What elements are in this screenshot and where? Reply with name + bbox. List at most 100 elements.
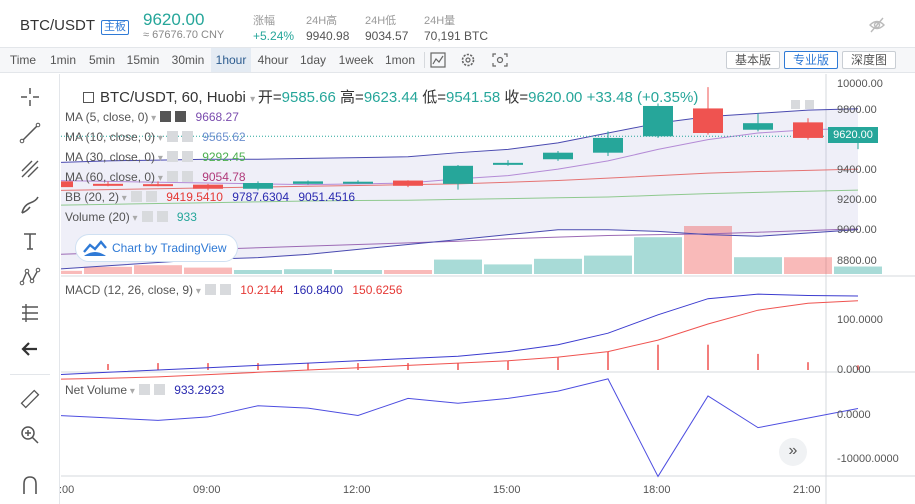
study-remove-icon[interactable] <box>219 284 231 295</box>
price-cny: ≈ 67676.70 CNY <box>143 29 225 41</box>
study-settings-icon[interactable] <box>204 284 216 295</box>
ruler-icon[interactable] <box>18 387 42 411</box>
study-remove-icon[interactable] <box>181 151 193 162</box>
study-legend-netvol[interactable]: Net Volume ▾ 933.2923 <box>65 383 224 397</box>
basic-view-button[interactable]: 基本版 <box>726 51 780 69</box>
price-tick-label: 9800.00 <box>837 104 877 116</box>
study-name[interactable]: Volume (20) <box>65 210 130 224</box>
study-name[interactable]: Net Volume <box>65 383 128 397</box>
volume-bar <box>84 266 132 274</box>
study-settings-icon[interactable] <box>138 384 150 395</box>
study-remove-icon[interactable] <box>156 211 168 222</box>
chart-canvas[interactable] <box>61 74 915 504</box>
study-name[interactable]: MACD (12, 26, close, 9) <box>65 283 194 297</box>
interval-1day[interactable]: 1day <box>299 53 327 67</box>
candle-body <box>693 108 723 134</box>
study-settings-icon[interactable] <box>166 171 178 182</box>
board-badge: 主板 <box>101 20 129 35</box>
back-arrow-icon[interactable] <box>18 337 42 361</box>
close-label: 收= <box>504 89 529 106</box>
time-tick-label: 15:00 <box>493 484 521 496</box>
study-value: 9668.27 <box>195 110 239 124</box>
interval-4hour[interactable]: 4hour <box>257 53 289 67</box>
interval-1min[interactable]: 1min <box>49 53 76 67</box>
chevron-down-icon[interactable]: ▾ <box>155 173 163 184</box>
hide-eye-icon[interactable] <box>868 16 886 34</box>
chevron-down-icon[interactable]: ▾ <box>148 113 157 124</box>
scroll-to-latest-button[interactable]: » <box>779 438 807 466</box>
study-name[interactable]: BB (20, 2) <box>65 190 120 204</box>
measure-tool-icon[interactable] <box>18 301 42 325</box>
tradingview-badge[interactable]: Chart by TradingView <box>75 234 238 262</box>
collapse-icon[interactable] <box>83 92 94 103</box>
study-name[interactable]: MA (30, close, 0) <box>65 150 156 164</box>
time-tick-label: 09:00 <box>193 484 221 496</box>
pair-name[interactable]: BTC/USDT <box>20 17 95 34</box>
study-legend-1[interactable]: MA (10, close, 0) ▾ 9565.62 <box>65 130 246 144</box>
study-settings-icon[interactable] <box>166 151 178 162</box>
stat-change-label: 涨幅 <box>253 15 275 27</box>
interval-1week[interactable]: 1week <box>338 53 374 67</box>
volume-bar <box>284 269 332 274</box>
study-legend-0[interactable]: MA (5, close, 0) ▾ 9668.27 <box>65 110 239 124</box>
toolbar-divider <box>424 52 425 68</box>
study-value: 933 <box>176 210 197 224</box>
interval-30min[interactable]: 30min <box>171 53 205 67</box>
stat-volume-label: 24H量 <box>424 15 456 27</box>
study-remove-icon[interactable] <box>181 131 193 142</box>
pane-close-icon <box>805 100 814 109</box>
text-tool-icon[interactable] <box>18 229 42 253</box>
study-name[interactable]: MA (5, close, 0) <box>65 110 149 124</box>
study-remove-icon[interactable] <box>181 171 193 182</box>
close-value: 9620.00 <box>528 89 583 106</box>
stat-high-value: 9940.98 <box>306 29 350 43</box>
study-legend-macd[interactable]: MACD (12, 26, close, 9) ▾ 10.2144 160.84… <box>65 283 402 297</box>
study-value: 150.6256 <box>352 283 403 297</box>
tradingview-badge-label: Chart by TradingView <box>112 241 227 255</box>
chevron-down-icon[interactable]: ▾ <box>129 213 138 224</box>
study-settings-icon[interactable] <box>130 191 142 202</box>
crosshair-icon[interactable] <box>18 85 42 109</box>
pro-view-button[interactable]: 专业版 <box>784 51 838 69</box>
study-name[interactable]: MA (60, close, 0) <box>65 170 156 184</box>
study-remove-icon[interactable] <box>153 384 165 395</box>
study-remove-icon[interactable] <box>145 191 157 202</box>
zoom-in-icon[interactable] <box>18 423 42 447</box>
interval-1hour[interactable]: 1hour <box>211 48 251 72</box>
chart-title[interactable]: BTC/USDT, 60, Huobi <box>100 89 246 106</box>
study-legend-5[interactable]: Volume (20) ▾ 933 <box>65 210 197 224</box>
pattern-tool-icon[interactable] <box>18 265 42 289</box>
chevron-down-icon[interactable]: ▾ <box>127 386 135 397</box>
volume-bar <box>384 270 432 274</box>
interval-15min[interactable]: 15min <box>126 53 160 67</box>
chevron-down-icon[interactable]: ▾ <box>155 133 163 144</box>
candle-body <box>543 152 573 160</box>
candle-body <box>93 183 123 186</box>
depth-chart-button[interactable]: 深度图 <box>842 51 896 69</box>
brush-icon[interactable] <box>18 193 42 217</box>
trading-chart[interactable]: BTC/USDT, 60, Huobi ▾ 开=9585.66 高=9623.4… <box>59 74 915 504</box>
pitchfork-icon[interactable] <box>18 157 42 181</box>
interval-5min[interactable]: 5min <box>88 53 115 67</box>
screenshot-icon[interactable] <box>490 51 510 69</box>
study-name[interactable]: MA (10, close, 0) <box>65 130 156 144</box>
magnet-icon[interactable] <box>18 472 42 496</box>
volume-bar <box>184 267 232 274</box>
chevron-down-icon[interactable]: ▾ <box>193 286 201 297</box>
volume-bar <box>484 264 532 274</box>
study-remove-icon[interactable] <box>175 111 187 122</box>
study-legend-4[interactable]: BB (20, 2) ▾ 9419.5410 9787.6304 9051.45… <box>65 190 355 204</box>
chevron-down-icon[interactable]: ▾ <box>119 193 127 204</box>
study-legend-3[interactable]: MA (60, close, 0) ▾ 9054.78 <box>65 170 246 184</box>
current-price-tag: 9620.00 <box>828 127 878 143</box>
study-settings-icon[interactable] <box>141 211 153 222</box>
trend-line-icon[interactable] <box>18 121 42 145</box>
settings-gear-icon[interactable] <box>458 51 478 69</box>
interval-1mon[interactable]: 1mon <box>384 53 416 67</box>
study-legend-2[interactable]: MA (30, close, 0) ▾ 9292.45 <box>65 150 246 164</box>
market-header: BTC/USDT 主板 9620.00 ≈ 67676.70 CNY 涨幅 +5… <box>0 0 915 48</box>
indicators-icon[interactable] <box>428 51 448 69</box>
chevron-down-icon[interactable]: ▾ <box>155 153 163 164</box>
study-settings-icon[interactable] <box>160 111 172 122</box>
study-settings-icon[interactable] <box>166 131 178 142</box>
